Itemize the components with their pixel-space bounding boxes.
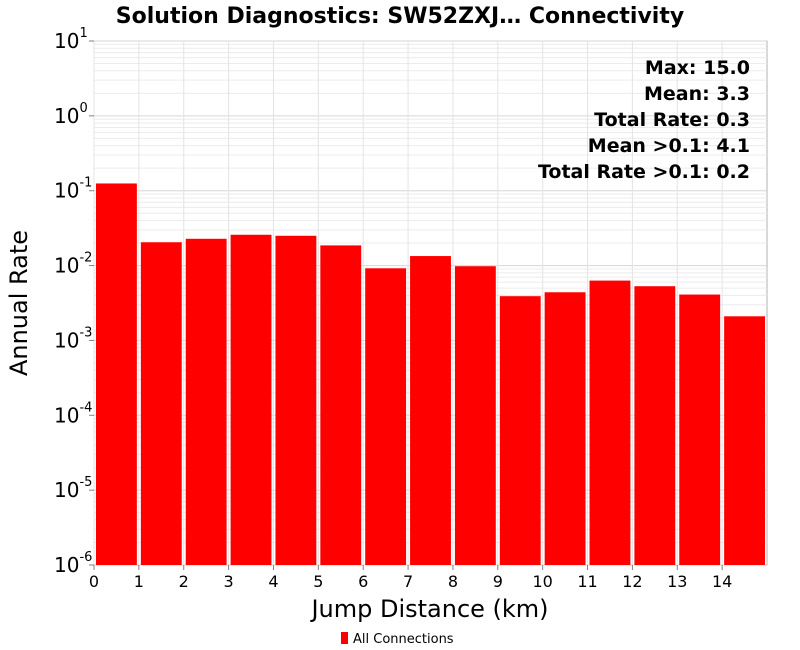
bar	[499, 296, 541, 565]
x-tick-label: 7	[403, 572, 413, 591]
y-tick-label: 10-5	[54, 475, 92, 502]
x-axis-ticks: 0 1 2 3 4 5 6 7 8 9 10 11 12 13 14	[89, 565, 732, 591]
bar	[230, 234, 272, 565]
x-tick-label: 8	[448, 572, 458, 591]
stat-mean: Mean: 3.3	[644, 83, 750, 105]
y-tick-label: 10-6	[54, 550, 92, 577]
x-tick-label: 11	[577, 572, 597, 591]
x-tick-label: 2	[179, 572, 189, 591]
y-axis-ticks: 101 100 10-1 10-2 10-3 10-4 10-5 10-6	[54, 26, 94, 577]
legend-label: All Connections	[353, 632, 454, 647]
y-tick-label: 101	[54, 26, 88, 53]
x-tick-label: 10	[532, 572, 552, 591]
x-tick-label: 14	[712, 572, 732, 591]
chart-title: Solution Diagnostics: SW52ZXJ… Connectiv…	[116, 4, 684, 29]
legend: All Connections	[341, 632, 454, 647]
bar	[724, 316, 765, 565]
bar	[275, 235, 317, 565]
y-tick-label: 10-1	[54, 176, 92, 203]
bar	[365, 268, 407, 565]
bar	[185, 238, 227, 565]
stat-total-rate: Total Rate: 0.3	[594, 109, 750, 131]
stats-annotations: Max: 15.0 Mean: 3.3 Total Rate: 0.3 Mean…	[538, 57, 750, 183]
y-tick-label: 10-3	[54, 325, 92, 352]
x-tick-label: 4	[268, 572, 278, 591]
x-tick-label: 6	[358, 572, 368, 591]
x-tick-label: 12	[622, 572, 642, 591]
x-tick-label: 0	[89, 572, 99, 591]
bar	[589, 280, 631, 565]
bar	[454, 266, 496, 565]
stat-max: Max: 15.0	[645, 57, 750, 79]
x-tick-label: 13	[667, 572, 687, 591]
bar	[96, 183, 137, 565]
y-tick-label: 100	[54, 101, 88, 128]
bar	[679, 294, 721, 565]
bar	[410, 256, 451, 565]
x-tick-label: 3	[224, 572, 234, 591]
x-tick-label: 5	[313, 572, 323, 591]
y-tick-label: 10-4	[54, 400, 92, 427]
legend-swatch	[341, 632, 348, 644]
x-tick-label: 9	[493, 572, 503, 591]
bar	[634, 286, 676, 565]
bars	[96, 183, 765, 565]
x-axis-label: Jump Distance (km)	[309, 595, 548, 623]
stat-total-rate-above-threshold: Total Rate >0.1: 0.2	[538, 161, 750, 183]
bar	[544, 292, 586, 565]
x-tick-label: 1	[134, 572, 144, 591]
y-tick-label: 10-2	[54, 251, 92, 278]
bar	[320, 245, 362, 565]
bar	[140, 242, 182, 565]
stat-mean-above-threshold: Mean >0.1: 4.1	[588, 135, 750, 157]
y-axis-label: Annual Rate	[5, 230, 33, 376]
